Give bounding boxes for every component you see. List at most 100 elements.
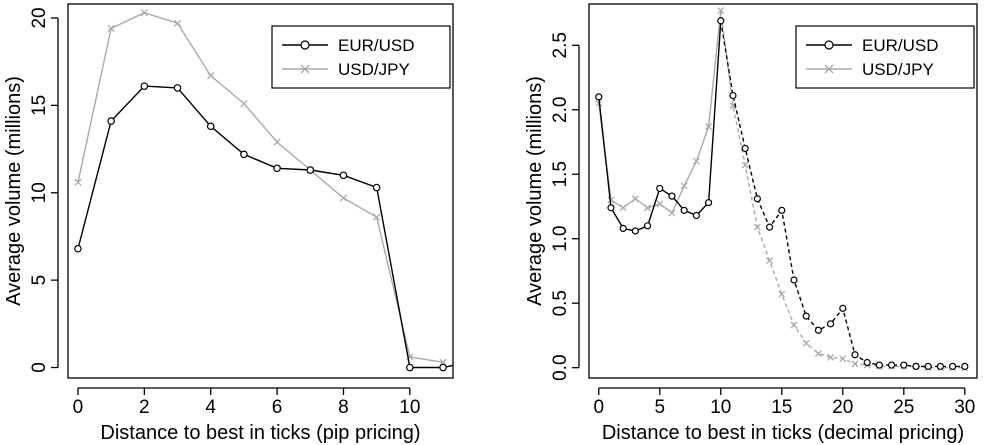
data-point-eur-usd	[406, 363, 414, 372]
y-tick-label: 10	[29, 182, 50, 203]
data-point-usd-jpy	[839, 355, 847, 363]
data-point-eur-usd	[753, 195, 761, 203]
data-point-eur-usd	[173, 84, 182, 92]
data-point-eur-usd	[948, 362, 957, 370]
data-point-usd-jpy	[766, 257, 774, 265]
x-tick-label: 0	[593, 397, 604, 418]
plot-frame	[588, 3, 978, 379]
x-tick-label: 10	[399, 397, 420, 418]
data-point-eur-usd	[851, 351, 859, 359]
data-point-eur-usd	[778, 206, 786, 214]
data-point-eur-usd	[607, 204, 615, 212]
data-point-eur-usd	[273, 164, 281, 173]
legend-marker-eur-usd	[300, 40, 310, 50]
data-point-eur-usd	[924, 362, 932, 370]
legend-marker-usd-jpy	[824, 64, 834, 74]
data-point-usd-jpy	[631, 195, 639, 203]
data-point-usd-jpy	[753, 223, 761, 231]
data-point-eur-usd	[692, 211, 700, 220]
data-point-eur-usd	[887, 361, 896, 369]
data-point-eur-usd	[765, 223, 774, 231]
y-tick-label: 2.5	[550, 32, 571, 58]
data-point-usd-jpy	[74, 178, 82, 186]
plot-frame	[67, 3, 454, 379]
data-point-eur-usd	[680, 206, 688, 214]
data-point-eur-usd	[306, 166, 315, 174]
chart-pip-pricing: 0 2 4 6 8 10 Distance to best in ticks (pip pr…	[3, 3, 454, 444]
legend-label-usd-jpy: USD/JPY	[338, 60, 410, 79]
data-point-eur-usd	[900, 361, 908, 369]
y-tick-label: 1.5	[550, 161, 571, 187]
data-point-eur-usd	[656, 184, 664, 193]
data-point-eur-usd	[240, 150, 248, 159]
y-tick-label: 1.0	[550, 226, 571, 252]
data-point-usd-jpy	[273, 138, 281, 146]
legend: EUR/USD USD/JPY	[795, 25, 975, 89]
data-point-eur-usd	[372, 183, 381, 192]
y-tick-label: 0.0	[550, 354, 571, 380]
x-tick-label: 4	[205, 397, 216, 418]
y-axis-title: Average volume (millions)	[524, 76, 546, 306]
data-point-eur-usd	[936, 362, 944, 370]
data-point-usd-jpy	[619, 204, 627, 212]
data-point-eur-usd	[668, 192, 676, 200]
data-point-eur-usd	[839, 304, 847, 312]
x-tick-label: 15	[771, 397, 792, 418]
y-tick-label: 5	[29, 275, 50, 286]
data-point-eur-usd	[790, 276, 798, 284]
x-tick-label: 30	[954, 397, 975, 418]
x-axis-title: Distance to best in ticks (decimal prici…	[602, 422, 964, 444]
data-point-usd-jpy	[778, 290, 786, 298]
data-point-eur-usd	[206, 122, 215, 131]
x-tick-label: 2	[139, 397, 150, 418]
data-point-usd-jpy	[339, 194, 348, 202]
data-point-usd-jpy	[692, 157, 700, 165]
legend-label-eur-usd: EUR/USD	[862, 36, 939, 55]
legend-label-eur-usd: EUR/USD	[338, 36, 415, 55]
data-point-eur-usd	[826, 320, 835, 328]
data-point-eur-usd	[107, 117, 115, 125]
y-tick-label: 0.5	[550, 290, 571, 316]
data-point-usd-jpy	[802, 339, 810, 347]
data-point-usd-jpy	[680, 182, 688, 190]
y-tick-label: 2.0	[550, 97, 571, 123]
data-point-usd-jpy	[668, 209, 676, 217]
data-point-eur-usd	[961, 362, 969, 370]
data-point-usd-jpy	[827, 353, 835, 361]
data-point-usd-jpy	[240, 99, 248, 108]
data-point-eur-usd	[741, 144, 749, 153]
data-point-eur-usd	[631, 227, 639, 235]
data-point-eur-usd	[595, 93, 603, 101]
data-point-usd-jpy	[705, 123, 713, 130]
series-line-usd-jpy	[598, 10, 722, 214]
data-point-usd-jpy	[173, 19, 182, 27]
x-tick-label: 0	[73, 397, 84, 418]
chart-decimal-pricing: 0 5 10 15 20 25 30 Distance to best in ticks (d…	[524, 3, 978, 444]
data-point-usd-jpy	[644, 204, 652, 212]
plot-area	[74, 9, 453, 372]
series-line-eur-usd	[77, 85, 453, 369]
data-point-eur-usd	[717, 17, 725, 25]
x-tick-label: 8	[338, 397, 349, 418]
data-point-usd-jpy	[851, 360, 859, 368]
x-tick-label: 5	[654, 397, 665, 418]
data-point-eur-usd	[339, 171, 348, 180]
data-point-usd-jpy	[373, 213, 381, 221]
data-point-eur-usd	[912, 362, 920, 370]
data-point-eur-usd	[704, 199, 713, 207]
x-tick-label: 10	[710, 397, 731, 418]
x-tick-label: 20	[832, 397, 853, 418]
data-point-eur-usd	[729, 91, 737, 100]
data-point-eur-usd	[643, 222, 652, 230]
data-point-eur-usd	[140, 82, 149, 90]
data-point-usd-jpy	[140, 9, 148, 17]
data-point-usd-jpy	[107, 24, 115, 33]
data-point-eur-usd	[863, 358, 871, 367]
legend: EUR/USD USD/JPY	[271, 25, 451, 89]
data-point-usd-jpy	[595, 99, 603, 107]
data-point-usd-jpy	[741, 161, 749, 169]
legend-box	[795, 25, 975, 89]
y-tick-label: 15	[29, 95, 50, 116]
data-point-eur-usd	[802, 312, 810, 320]
